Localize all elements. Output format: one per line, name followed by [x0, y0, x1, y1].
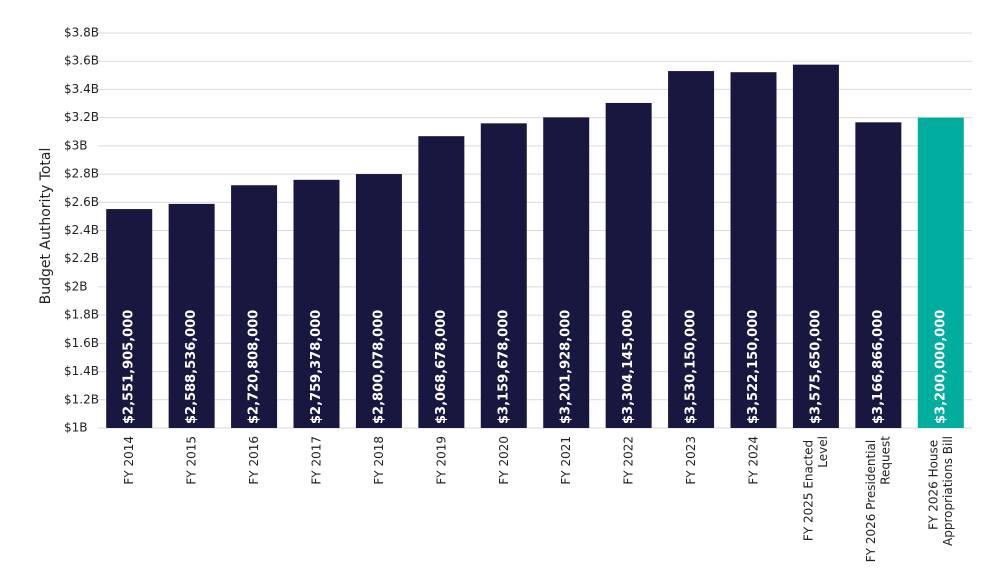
value-label: $3,530,150,000 [684, 310, 699, 424]
bar [418, 136, 465, 428]
y-tick-label: $3B [64, 138, 88, 152]
x-tick-label: FY 2021 [559, 436, 573, 485]
value-label: $3,068,678,000 [434, 310, 449, 424]
y-axis-title: Budget Authority Total [38, 148, 54, 305]
bar [293, 179, 340, 428]
value-label: $2,759,378,000 [309, 310, 324, 424]
x-tick-label: FY 2023 [684, 436, 698, 485]
x-tick-label: FY 2018 [371, 436, 385, 485]
y-tick-label: $2.4B [64, 223, 99, 237]
x-tick-label: FY 2016 [247, 436, 261, 485]
bar [355, 174, 402, 428]
y-tick-label: $2.8B [64, 167, 99, 181]
bar [168, 203, 215, 428]
bar [792, 64, 839, 428]
y-tick-label: $3.4B [64, 82, 99, 96]
bar [730, 72, 777, 429]
value-label: $2,720,808,000 [247, 310, 262, 424]
y-tick-label: $1.8B [64, 308, 99, 322]
y-tick-label: $3.6B [64, 54, 99, 68]
bar [231, 185, 278, 428]
value-label: $3,200,000,000 [933, 310, 948, 424]
bar [917, 117, 964, 429]
value-label: $2,551,905,000 [122, 310, 137, 424]
x-tick-label: FY 2026 Presidential Request [864, 436, 892, 563]
value-label: $3,201,928,000 [559, 310, 574, 424]
bar [668, 71, 715, 429]
bar [605, 102, 652, 428]
value-label: $3,304,145,000 [621, 310, 636, 424]
y-tick-label: $1.2B [64, 392, 99, 406]
value-label: $2,800,078,000 [371, 310, 386, 424]
value-label: $2,588,536,000 [184, 310, 199, 424]
x-tick-label: FY 2025 Enacted Level [801, 436, 829, 541]
y-tick-label: $2.6B [64, 195, 99, 209]
x-tick-label: FY 2024 [746, 436, 760, 485]
value-label: $3,522,150,000 [746, 310, 761, 424]
bar [480, 123, 527, 428]
y-tick-label: $1.6B [64, 336, 99, 350]
value-label: $3,159,678,000 [496, 310, 511, 424]
y-tick-label: $2.2B [64, 251, 99, 265]
value-label: $3,575,650,000 [808, 310, 823, 424]
x-tick-label: FY 2020 [496, 436, 510, 485]
y-tick-label: $3.8B [64, 26, 99, 40]
x-tick-label: FY 2019 [434, 436, 448, 485]
x-tick-label: FY 2022 [621, 436, 635, 485]
x-tick-label: FY 2017 [309, 436, 323, 485]
y-tick-label: $1B [64, 421, 88, 435]
x-tick-label: FY 2015 [184, 436, 198, 485]
x-tick-label: FY 2014 [122, 436, 136, 485]
y-tick-label: $3.2B [64, 110, 99, 124]
y-tick-label: $1.4B [64, 364, 99, 378]
bar [543, 117, 590, 428]
value-label: $3,166,866,000 [871, 310, 886, 424]
bar [855, 122, 902, 429]
y-tick-label: $2B [64, 279, 88, 293]
bar [106, 209, 153, 428]
x-tick-label: FY 2026 House Appropriations Bill [926, 436, 954, 546]
